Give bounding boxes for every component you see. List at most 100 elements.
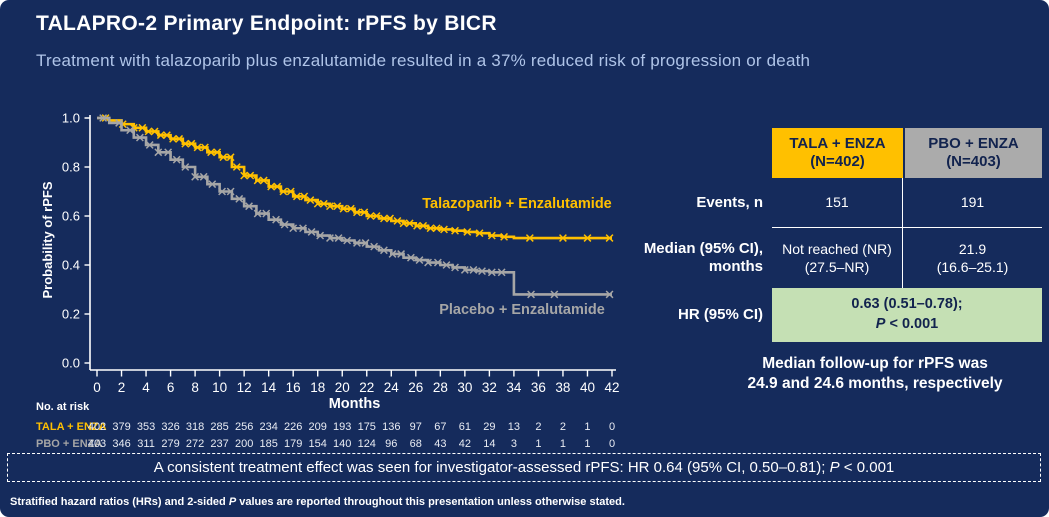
- risk-count: 185: [259, 438, 278, 450]
- risk-count: 234: [259, 421, 278, 433]
- censor-mark: [460, 265, 469, 274]
- row-label-median-line2: months: [708, 258, 763, 275]
- risk-count: 3: [510, 438, 517, 450]
- curve-label: Talazoparib + Enzalutamide: [422, 196, 611, 212]
- row-label-median: Median (95% CI), months: [630, 228, 772, 288]
- censor-mark: [326, 234, 334, 242]
- results-col-header-pbo: PBO + ENZA (N=403): [903, 128, 1042, 178]
- footnote-p-symbol: P: [228, 496, 237, 508]
- censor-mark: [433, 258, 442, 267]
- risk-count: 326: [161, 421, 180, 433]
- censor-mark: [200, 143, 209, 152]
- x-tick-label: 30: [457, 380, 472, 395]
- x-tick-label: 14: [261, 380, 277, 395]
- censor-mark: [99, 114, 108, 122]
- hr-p-value: < 0.001: [885, 316, 939, 332]
- callout-p-value: < 0.001: [839, 459, 895, 476]
- censor-mark: [115, 118, 124, 127]
- risk-count: 1: [559, 438, 566, 450]
- x-tick-label: 6: [167, 380, 175, 395]
- censor-mark: [262, 209, 271, 218]
- risk-count: 403: [87, 438, 107, 450]
- hr-p-symbol: P: [875, 316, 886, 332]
- risk-row-label-tala: TALA + ENZA: [36, 421, 107, 433]
- censor-mark: [253, 209, 262, 218]
- y-tick-label: 0.2: [62, 307, 80, 322]
- x-tick-label: 2: [118, 380, 126, 395]
- slide-subtitle: Treatment with talazoparib plus enzaluta…: [36, 51, 811, 70]
- censor-mark: [415, 256, 424, 265]
- censor-mark: [370, 242, 379, 251]
- censor-mark: [343, 236, 352, 245]
- censor-mark: [379, 246, 388, 255]
- callout-p-symbol: P: [829, 459, 840, 476]
- risk-count: 379: [112, 421, 131, 433]
- censor-mark: [156, 131, 165, 140]
- risk-count: 200: [234, 438, 254, 450]
- risk-count: 14: [483, 438, 496, 450]
- censor-mark: [313, 199, 322, 208]
- censor-mark: [525, 234, 534, 242]
- followup-line2: 24.9 and 24.6 months, respectively: [747, 375, 1003, 393]
- results-table-corner: [630, 128, 772, 178]
- callout-text: A consistent treatment effect was seen f…: [153, 459, 830, 476]
- x-tick-label: 34: [506, 380, 522, 395]
- censor-mark: [316, 231, 325, 240]
- curve-label: Placebo + Enzalutamide: [439, 302, 605, 318]
- header-pbo-n: (N=403): [946, 153, 1001, 170]
- risk-count: 140: [333, 438, 352, 450]
- risk-row-label-pbo: PBO + ENZA: [36, 438, 103, 450]
- x-tick-label: 22: [359, 380, 374, 395]
- censor-mark: [219, 153, 228, 162]
- censor-mark: [300, 192, 309, 201]
- risk-count: 179: [284, 438, 303, 450]
- censor-mark: [419, 221, 428, 230]
- risk-count: 318: [185, 421, 205, 433]
- x-tick-label: 0: [93, 380, 101, 395]
- risk-count: 193: [333, 421, 352, 433]
- censor-mark: [386, 214, 394, 223]
- median-tala-line2: (27.5–NR): [804, 259, 870, 275]
- risk-count: 13: [507, 421, 521, 433]
- censor-mark: [240, 171, 249, 180]
- censor-mark: [469, 265, 478, 274]
- footnote-text-end: values are reported throughout this pres…: [236, 496, 625, 508]
- row-label-events-text: Events, n: [696, 194, 763, 211]
- censor-mark: [451, 263, 459, 272]
- x-tick-label: 10: [212, 380, 227, 395]
- censor-mark: [426, 224, 435, 233]
- y-tick-label: 0.6: [62, 209, 80, 224]
- row-label-events: Events, n: [630, 178, 772, 228]
- y-tick-label: 1.0: [62, 111, 80, 126]
- censor-mark: [169, 134, 177, 143]
- censor-mark: [199, 172, 208, 181]
- risk-count: 285: [210, 421, 229, 433]
- header-pbo-label: PBO + ENZA: [928, 135, 1019, 153]
- censor-mark: [559, 234, 567, 242]
- censor-mark: [487, 268, 496, 277]
- censor-mark: [583, 234, 592, 242]
- censor-mark: [399, 219, 408, 228]
- censor-mark: [361, 239, 370, 247]
- censor-mark: [191, 172, 200, 181]
- censor-mark: [451, 226, 459, 235]
- censor-mark: [333, 202, 342, 211]
- censor-mark: [259, 176, 268, 185]
- footnote: Stratified hazard ratios (HRs) and 2-sid…: [10, 496, 625, 508]
- censor-mark: [500, 232, 509, 241]
- censor-mark: [372, 212, 381, 220]
- censor-mark: [334, 234, 343, 242]
- x-tick-label: 18: [310, 380, 325, 395]
- censor-mark: [226, 187, 235, 196]
- censor-mark: [497, 268, 506, 277]
- censor-mark: [235, 194, 244, 203]
- censor-mark: [213, 148, 222, 157]
- censor-mark: [245, 202, 253, 211]
- risk-count: 272: [185, 438, 205, 450]
- risk-count: 226: [284, 421, 303, 433]
- risk-count: 68: [409, 438, 422, 450]
- risk-count: 136: [382, 421, 401, 433]
- x-axis-title: Months: [329, 396, 381, 412]
- censor-mark: [527, 290, 536, 299]
